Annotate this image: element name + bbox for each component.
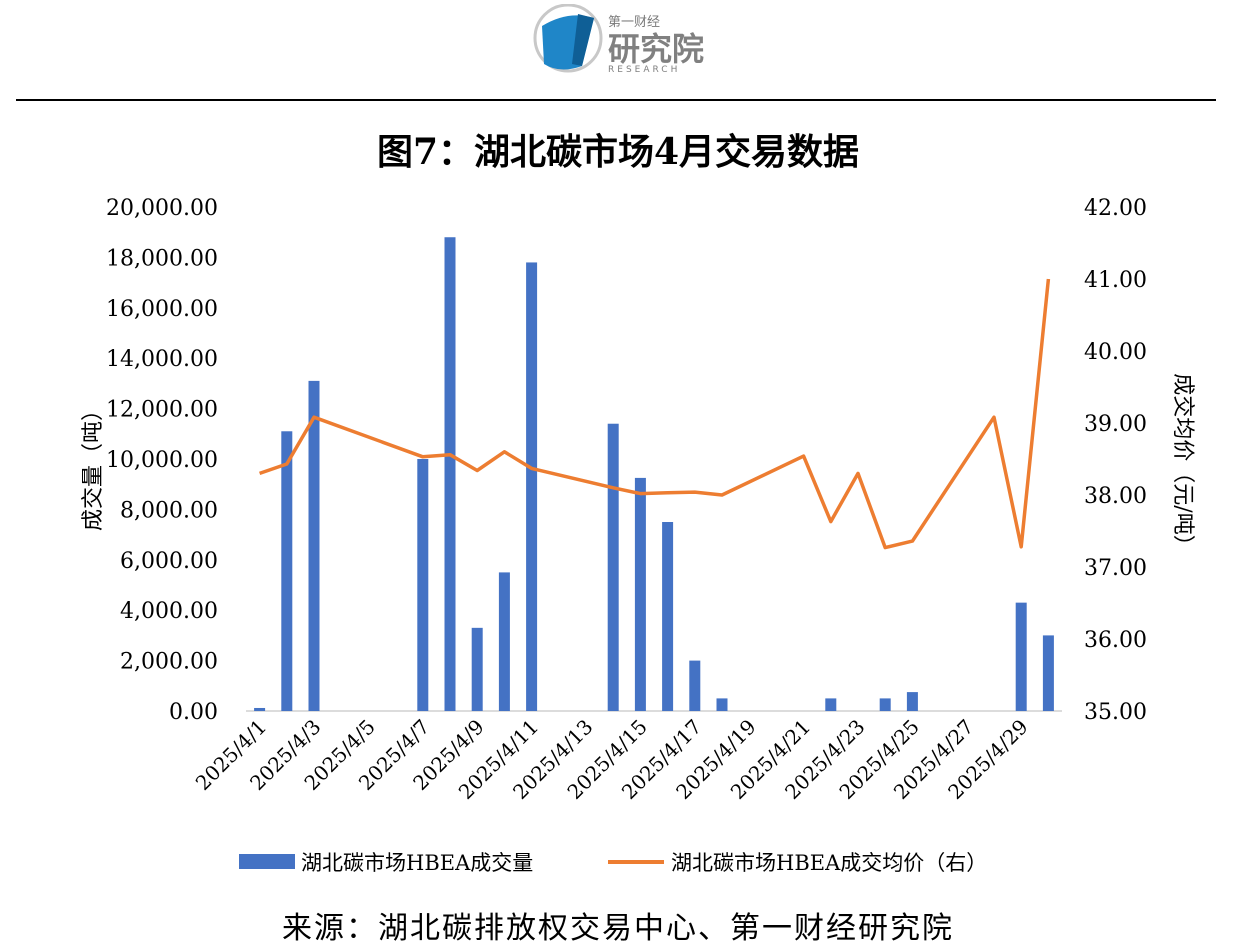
y2-tick-label: 41.00 xyxy=(1084,268,1147,293)
bar-series xyxy=(254,237,1054,712)
logo-brand-small: 第一财经 xyxy=(608,15,660,30)
price-line-path xyxy=(259,278,1051,550)
x-axis: 2025/4/12025/4/32025/4/52025/4/72025/4/9… xyxy=(191,715,1033,804)
y-tick-label: 16,000.00 xyxy=(106,297,218,322)
y2-tick-label: 42.00 xyxy=(1084,196,1147,221)
y-axis-right-label: 成交均价（元/吨） xyxy=(1170,373,1195,556)
logo-emblem-icon xyxy=(533,3,603,73)
y-tick-label: 6,000.00 xyxy=(120,549,218,574)
y-tick-label: 14,000.00 xyxy=(106,347,218,372)
line-series xyxy=(259,278,1051,550)
y-tick-label: 20,000.00 xyxy=(106,196,218,221)
bar xyxy=(662,522,674,711)
y2-tick-label: 35.00 xyxy=(1084,700,1147,725)
y-tick-label: 4,000.00 xyxy=(120,599,218,624)
bar xyxy=(498,572,510,711)
y2-tick-label: 38.00 xyxy=(1084,484,1147,509)
bar xyxy=(417,459,429,711)
bar xyxy=(281,431,293,711)
bar xyxy=(1042,635,1054,711)
bar xyxy=(444,237,456,712)
bar xyxy=(308,380,320,711)
bar xyxy=(607,423,619,711)
header-divider xyxy=(16,99,1216,101)
legend-bar-swatch xyxy=(239,854,295,869)
y-tick-label: 12,000.00 xyxy=(106,398,218,423)
bar xyxy=(716,698,728,711)
legend: 湖北碳市场HBEA成交量 湖北碳市场HBEA成交均价（右） xyxy=(239,851,987,875)
source-note: 来源：湖北碳排放权交易中心、第一财经研究院 xyxy=(282,911,954,946)
bar xyxy=(825,698,837,711)
bar xyxy=(879,698,891,711)
bar xyxy=(906,692,918,711)
y-axis-left-label: 成交量（吨） xyxy=(81,399,106,531)
y2-tick-label: 39.00 xyxy=(1084,412,1147,437)
bar xyxy=(254,707,266,711)
y-tick-label: 0.00 xyxy=(169,700,218,725)
legend-line-label: 湖北碳市场HBEA成交均价（右） xyxy=(671,851,987,875)
y-tick-label: 2,000.00 xyxy=(120,650,218,675)
y-tick-label: 18,000.00 xyxy=(106,246,218,271)
y-axis-right: 35.00 36.00 37.00 38.00 39.00 40.00 41.00 42.00 xyxy=(1084,196,1147,725)
bar xyxy=(471,627,483,711)
y-tick-label: 10,000.00 xyxy=(106,448,218,473)
y-tick-label: 8,000.00 xyxy=(120,498,218,523)
logo-brand-sub: RESEARCH xyxy=(608,65,680,75)
research-logo: 第一财经 研究院 RESEARCH xyxy=(532,3,712,76)
logo-brand-main: 研究院 xyxy=(608,30,704,68)
y2-tick-label: 37.00 xyxy=(1084,556,1147,581)
y2-tick-label: 40.00 xyxy=(1084,340,1147,365)
chart-title: 图7：湖北碳市场4月交易数据 xyxy=(377,131,859,173)
bar xyxy=(1015,602,1027,711)
y2-tick-label: 36.00 xyxy=(1084,628,1147,653)
bar xyxy=(634,477,646,711)
bar xyxy=(689,660,701,711)
legend-bar-label: 湖北碳市场HBEA成交量 xyxy=(301,851,533,875)
y-axis-left: 0.00 2,000.00 4,000.00 6,000.00 8,000.00 10,0… xyxy=(106,196,218,725)
bar xyxy=(526,262,538,711)
